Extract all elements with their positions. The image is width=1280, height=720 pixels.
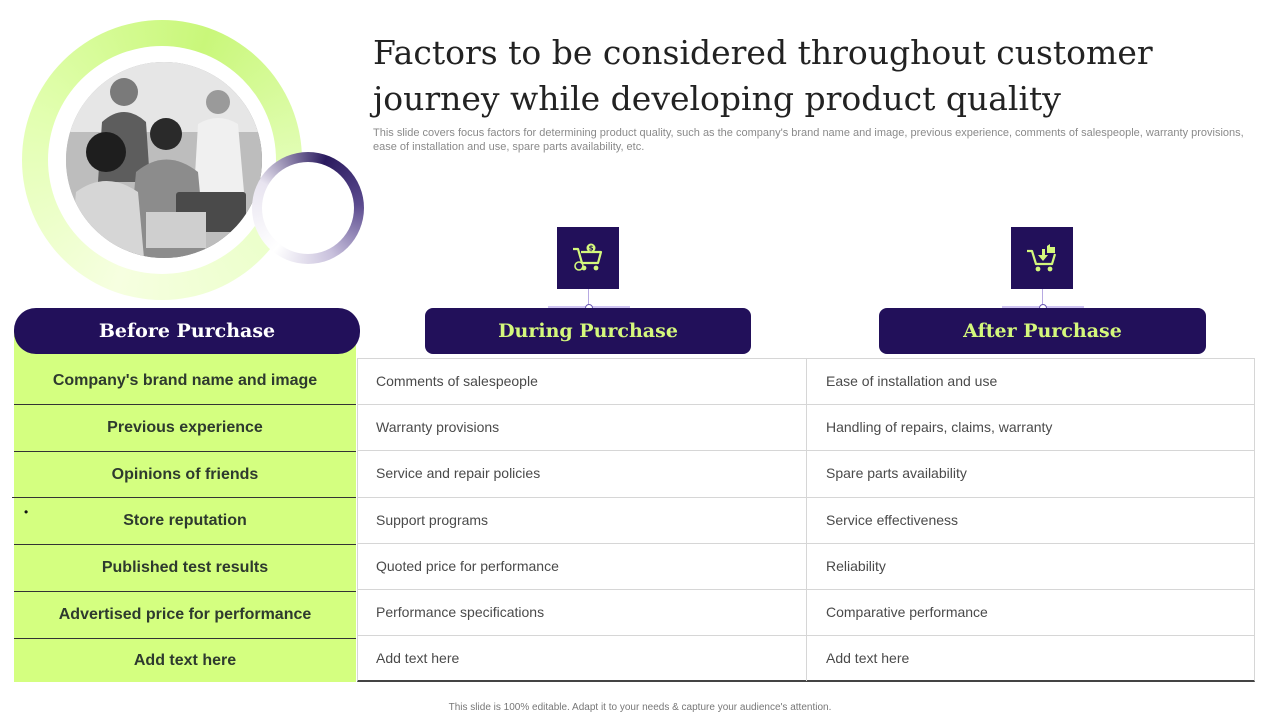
svg-text:$: $ bbox=[589, 245, 594, 253]
during-item: Warranty provisions bbox=[376, 419, 500, 435]
before-item: Store reputation bbox=[123, 512, 247, 529]
before-item: Advertised price for performance bbox=[58, 606, 312, 623]
slide-title: Factors to be considered throughout cust… bbox=[373, 33, 1153, 118]
table-row-divider bbox=[357, 635, 1255, 636]
after-connector bbox=[1042, 289, 1043, 307]
during-item: Add text here bbox=[376, 650, 460, 666]
after-purchase-header: After Purchase bbox=[879, 308, 1206, 354]
row-divider bbox=[14, 451, 356, 452]
table-row-divider bbox=[357, 497, 1255, 498]
before-item: Add text here bbox=[133, 652, 237, 669]
table-row-divider bbox=[357, 450, 1255, 451]
before-item: Opinions of friends bbox=[111, 466, 259, 483]
before-item: Previous experience bbox=[107, 419, 263, 436]
table-column-divider bbox=[806, 358, 807, 681]
during-item: Comments of salespeople bbox=[376, 373, 538, 389]
table-row-divider bbox=[357, 404, 1255, 405]
footer-note: This slide is 100% editable. Adapt it to… bbox=[448, 702, 832, 713]
row-divider bbox=[14, 591, 356, 592]
row-divider bbox=[14, 544, 356, 545]
cart-thumbs-up-icon bbox=[1011, 227, 1073, 289]
row-divider bbox=[12, 497, 356, 498]
during-purchase-header: During Purchase bbox=[425, 308, 751, 354]
after-item: Ease of installation and use bbox=[826, 373, 998, 389]
stray-bullet: • bbox=[24, 505, 29, 519]
table-row-divider bbox=[357, 543, 1255, 544]
row-divider bbox=[14, 638, 356, 639]
before-item: Company's brand name and image bbox=[52, 372, 318, 389]
during-connector bbox=[588, 289, 589, 307]
after-item: Spare parts availability bbox=[826, 465, 967, 481]
team-photo bbox=[66, 62, 262, 258]
during-item: Performance specifications bbox=[376, 604, 545, 620]
after-item: Handling of repairs, claims, warranty bbox=[826, 419, 1053, 435]
row-divider bbox=[14, 404, 356, 405]
during-item: Quoted price for performance bbox=[376, 558, 559, 574]
table-row-divider bbox=[357, 589, 1255, 590]
after-item: Service effectiveness bbox=[826, 512, 959, 528]
before-purchase-header: Before Purchase bbox=[14, 308, 360, 354]
slide-subtitle: This slide covers focus factors for dete… bbox=[373, 127, 1244, 153]
during-item: Service and repair policies bbox=[376, 465, 541, 481]
during-item: Support programs bbox=[376, 512, 489, 528]
after-item: Reliability bbox=[826, 558, 886, 574]
before-column-background bbox=[14, 330, 356, 682]
cart-dollar-icon: $ bbox=[557, 227, 619, 289]
after-item: Comparative performance bbox=[826, 604, 988, 620]
decorative-ring-small-inner bbox=[262, 162, 354, 254]
after-item: Add text here bbox=[826, 650, 910, 666]
before-item: Published test results bbox=[101, 559, 269, 576]
